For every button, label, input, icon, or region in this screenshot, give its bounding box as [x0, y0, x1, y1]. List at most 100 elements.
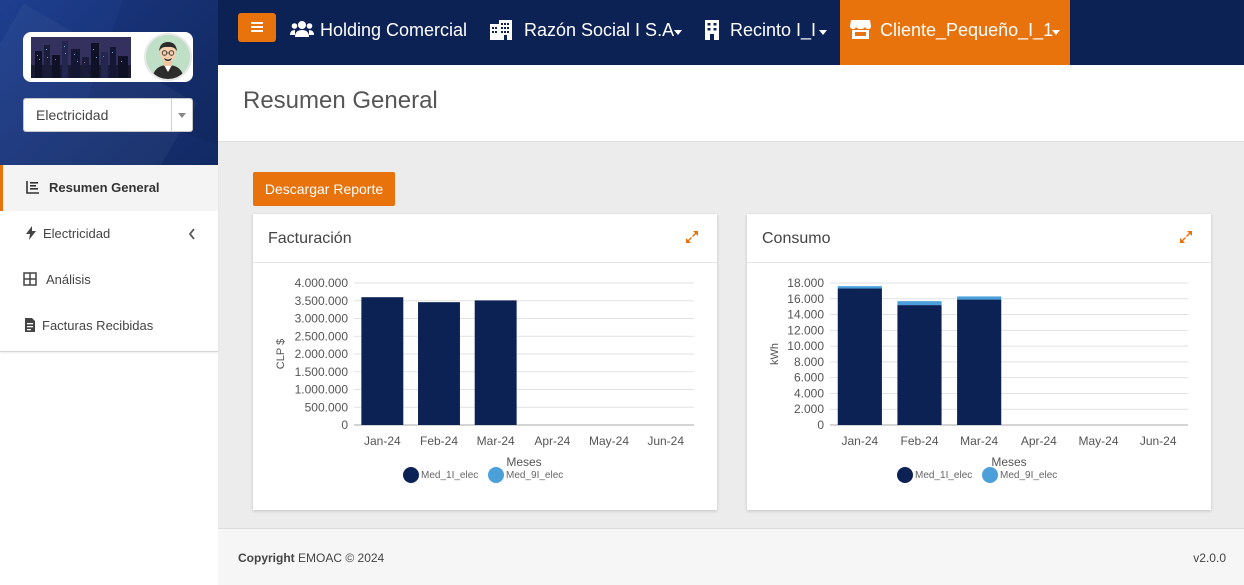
legend-label: Med_9I_elec	[506, 470, 563, 481]
sidebar-item-electricidad[interactable]: Electricidad	[0, 211, 218, 257]
table-grid-icon	[23, 272, 37, 286]
download-report-button[interactable]: Descargar Reporte	[253, 172, 395, 206]
bar	[957, 296, 1002, 300]
bar	[418, 302, 460, 425]
y-tick-label: 500.000	[305, 400, 349, 414]
y-axis-label: CLP $	[275, 339, 287, 369]
card-title: Consumo	[762, 230, 831, 247]
x-axis-label: Meses	[506, 455, 541, 469]
y-tick-label: 14.000	[787, 308, 824, 322]
page-title: Resumen General	[243, 87, 438, 114]
utility-select-value: Electricidad	[36, 107, 109, 123]
sidebar-item-label: Facturas Recibidas	[42, 318, 154, 333]
y-tick-label: 3.500.000	[295, 294, 349, 308]
chart-area-icon	[26, 181, 39, 194]
x-tick-label: Jun-24	[1140, 434, 1177, 448]
legend-label: Med_1I_elec	[421, 470, 478, 481]
legend-marker	[897, 467, 913, 483]
facturacion-chart: 0 500.000 1.000.000 1.500.000 2.000.000 2.500…	[275, 276, 694, 483]
y-tick-label: 0	[341, 418, 348, 432]
hamburger-icon	[251, 22, 263, 24]
bar	[897, 305, 942, 425]
legend-marker	[982, 467, 998, 483]
user-card	[23, 32, 193, 82]
expand-icon[interactable]	[1179, 230, 1193, 244]
chevron-down-icon[interactable]	[171, 99, 192, 131]
building-icon	[490, 20, 512, 40]
x-tick-label: May-24	[589, 434, 629, 448]
bar	[897, 301, 942, 306]
facturacion-card: Facturación 0 500.000 1.000.000 1.500.000 2.…	[253, 214, 717, 510]
avatar[interactable]	[144, 33, 192, 81]
x-tick-label: Jan-24	[364, 434, 401, 448]
legend-marker	[403, 467, 419, 483]
x-tick-label: Mar-24	[960, 434, 998, 448]
legend-label: Med_1I_elec	[915, 470, 972, 481]
x-axis-label: Meses	[991, 455, 1026, 469]
top-navbar: Holding Comercial Razón Social I S.A	[218, 0, 1244, 65]
legend-marker	[488, 467, 504, 483]
y-tick-label: 4.000.000	[295, 276, 349, 290]
y-tick-label: 8.000	[794, 355, 824, 369]
bar	[361, 297, 404, 425]
holding-selector[interactable]: Holding Comercial	[290, 18, 480, 44]
bar	[474, 300, 517, 425]
sidebar-header: Electricidad	[0, 0, 218, 165]
caret-down-icon	[819, 30, 827, 35]
x-tick-label: Apr-24	[1021, 434, 1057, 448]
sidebar-item-label: Análisis	[46, 272, 91, 287]
y-tick-label: 3.000.000	[295, 312, 349, 326]
file-invoice-icon	[25, 318, 35, 332]
sidebar-nav: Resumen General Electricidad Análisis	[0, 165, 218, 352]
store-icon	[850, 20, 871, 39]
cliente-label: Cliente_Pequeño_I_1	[880, 20, 1054, 40]
sidebar: Electricidad Resumen General Electricida…	[0, 0, 218, 585]
x-tick-label: May-24	[1078, 434, 1118, 448]
bar	[957, 299, 1002, 425]
y-tick-label: 0	[817, 418, 824, 432]
caret-down-icon	[674, 30, 682, 35]
legend-label: Med_9I_elec	[1000, 470, 1057, 481]
expand-icon[interactable]	[685, 230, 699, 244]
sidebar-item-facturas-recibidas[interactable]: Facturas Recibidas	[0, 303, 218, 349]
razon-social-selector[interactable]: Razón Social I S.A	[490, 18, 690, 44]
recinto-selector[interactable]: Recinto I_I	[704, 18, 834, 44]
y-tick-label: 1.500.000	[295, 365, 349, 379]
razon-social-label: Razón Social I S.A	[524, 20, 675, 40]
footer: Copyright EMOAC © 2024 v2.0.0	[218, 528, 1244, 585]
holding-label: Holding Comercial	[320, 20, 468, 40]
y-tick-label: 16.000	[787, 292, 824, 306]
card-title: Facturación	[268, 230, 352, 247]
version: v2.0.0	[1193, 551, 1226, 565]
y-tick-label: 2.000.000	[295, 347, 349, 361]
x-tick-label: Feb-24	[900, 434, 938, 448]
y-tick-label: 2.500.000	[295, 329, 349, 343]
caret-down-icon	[1052, 30, 1060, 35]
sidebar-item-analisis[interactable]: Análisis	[0, 257, 218, 303]
y-axis-label: kWh	[769, 343, 781, 365]
y-tick-label: 6.000	[794, 371, 824, 385]
bar	[837, 286, 882, 289]
office-building-icon	[705, 20, 719, 40]
y-tick-label: 10.000	[787, 339, 824, 353]
page-header: Resumen General	[218, 65, 1244, 142]
copyright-label: Copyright	[238, 551, 295, 565]
cliente-selector[interactable]: Cliente_Pequeño_I_1	[840, 0, 1070, 65]
bar	[837, 288, 882, 425]
chevron-left-icon[interactable]	[188, 228, 196, 240]
consumo-card: Consumo 0 2.000 4.000 6.000 8.000 10.000 12.00…	[747, 214, 1211, 510]
x-tick-label: Jan-24	[841, 434, 878, 448]
y-tick-label: 18.000	[787, 276, 824, 290]
recinto-label: Recinto I_I	[730, 20, 817, 40]
sidebar-item-label: Electricidad	[43, 226, 111, 241]
utility-select[interactable]: Electricidad	[23, 98, 193, 132]
bolt-icon	[26, 226, 36, 240]
copyright: Copyright EMOAC © 2024	[238, 551, 384, 565]
sidebar-item-resumen-general[interactable]: Resumen General	[0, 165, 218, 211]
y-tick-label: 12.000	[787, 323, 824, 337]
y-tick-label: 4.000	[794, 386, 824, 400]
x-tick-label: Mar-24	[477, 434, 515, 448]
x-tick-label: Jun-24	[647, 434, 684, 448]
menu-toggle-button[interactable]	[238, 13, 276, 42]
